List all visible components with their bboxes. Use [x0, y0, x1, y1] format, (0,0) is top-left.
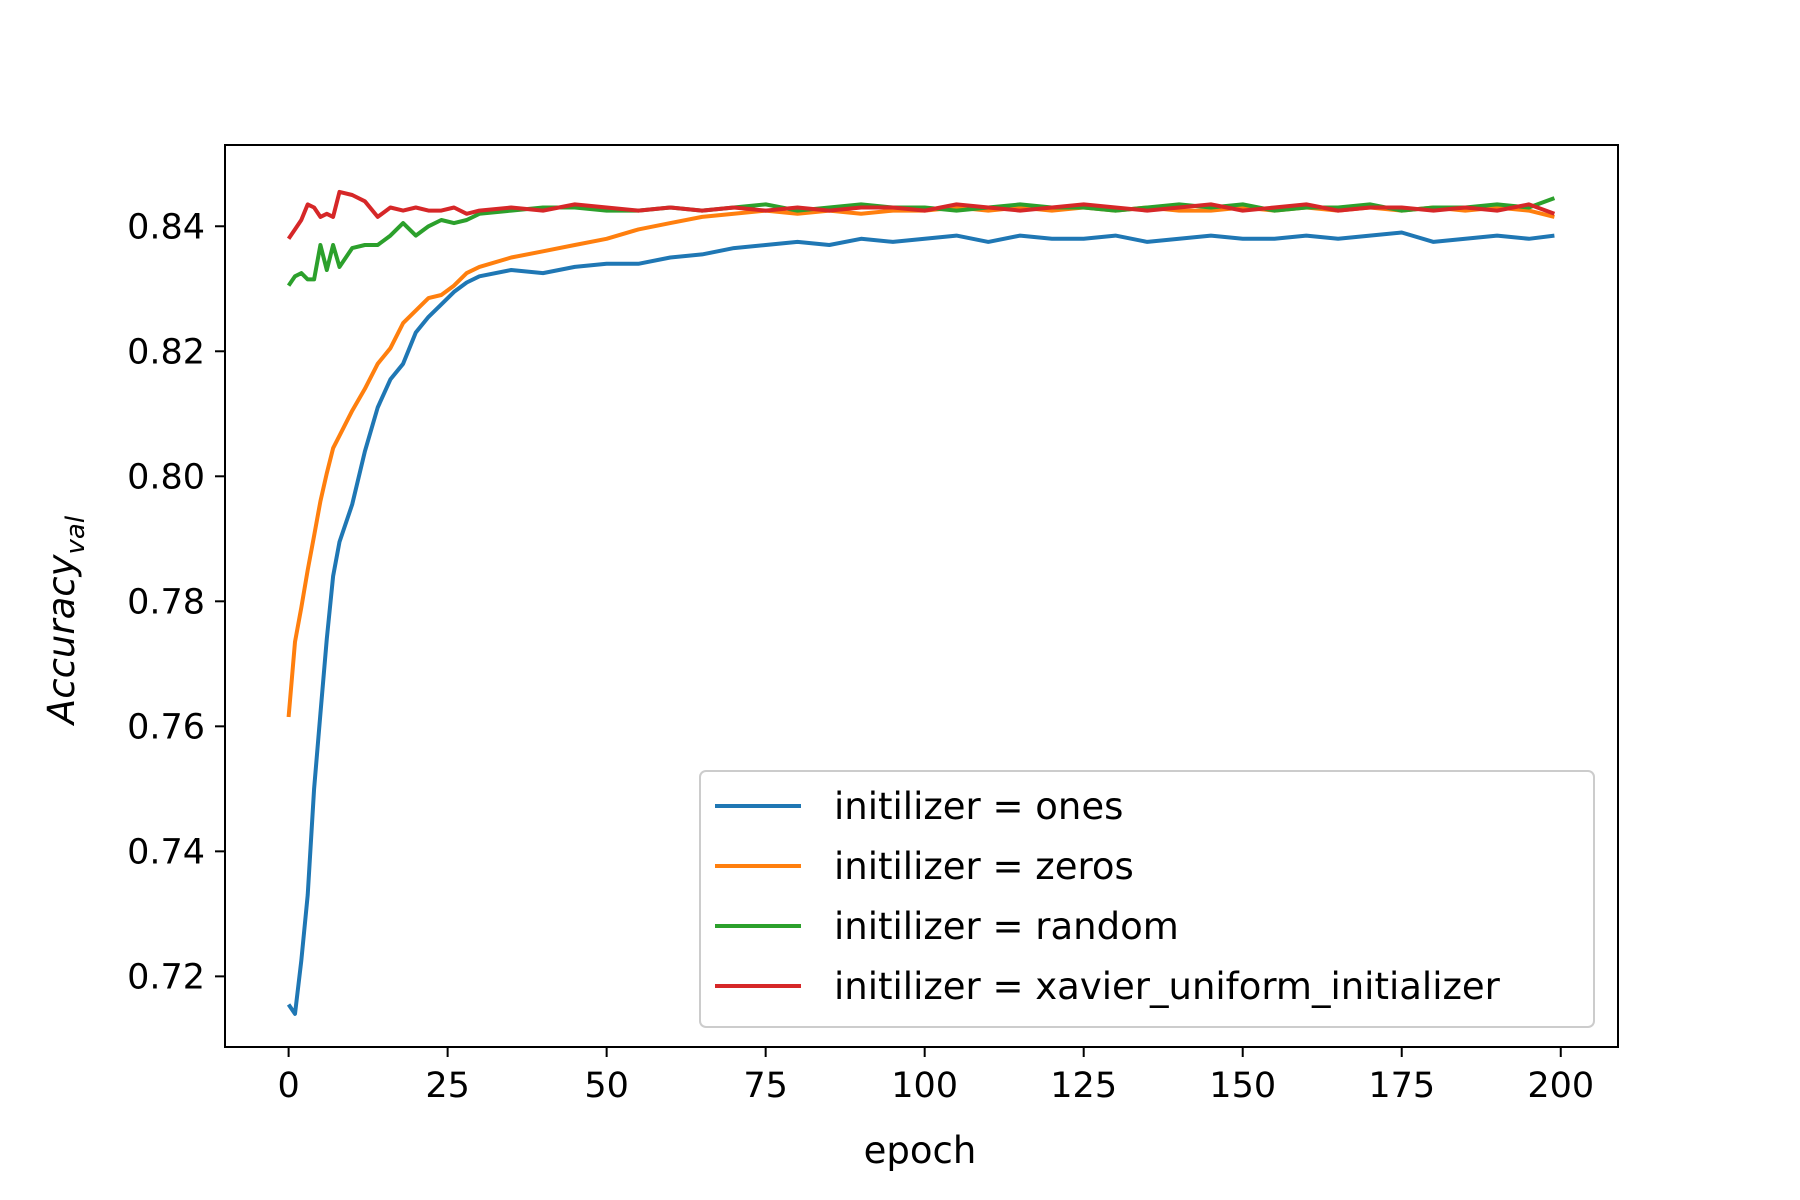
legend-label-random: initilizer = random	[834, 905, 1179, 948]
series-line-1	[286, 230, 1555, 1016]
x-tick-label: 0	[277, 1066, 299, 1106]
legend-label-ones: initilizer = ones	[834, 785, 1123, 828]
x-axis-label: epoch	[864, 1129, 977, 1172]
y-tick-label: 0.76	[127, 707, 205, 747]
y-tick-label: 0.82	[127, 332, 205, 372]
x-tick-label: 75	[743, 1066, 788, 1106]
plot-frame	[224, 144, 1619, 1048]
y-axis: 0.72 0.74 0.76 0.78 0.80 0.82 0.84	[127, 207, 225, 997]
y-tick-label: 0.78	[127, 582, 205, 622]
x-tick-label: 100	[891, 1066, 958, 1106]
x-tick-label: 200	[1527, 1066, 1594, 1106]
y-tick-label: 0.80	[127, 457, 205, 497]
y-axis-label-main: Accuracy	[40, 553, 83, 726]
x-tick-label: 150	[1209, 1066, 1276, 1106]
x-tick-label: 25	[425, 1066, 470, 1106]
x-tick-label: 175	[1368, 1066, 1435, 1106]
y-tick-label: 0.72	[127, 957, 205, 997]
y-tick-label: 0.84	[127, 207, 205, 247]
legend-label-zeros: initilizer = zeros	[834, 845, 1134, 888]
y-axis-label-subscript: val	[61, 515, 91, 554]
x-axis: 0 25 50 75 100 125 150 175 200	[277, 1047, 1594, 1106]
y-tick-label: 0.74	[127, 832, 205, 872]
x-tick-label: 50	[584, 1066, 629, 1106]
series-line-4	[286, 189, 1556, 240]
legend: initilizer = ones initilizer = zeros ini…	[699, 770, 1595, 1028]
legend-label-xavier: initilizer = xavier_uniform_initializer	[834, 965, 1501, 1008]
x-tick-label: 125	[1050, 1066, 1117, 1106]
series-layer	[286, 189, 1556, 1016]
y-axis-label: Accuracyval	[40, 515, 91, 726]
legend-box	[699, 770, 1595, 1028]
